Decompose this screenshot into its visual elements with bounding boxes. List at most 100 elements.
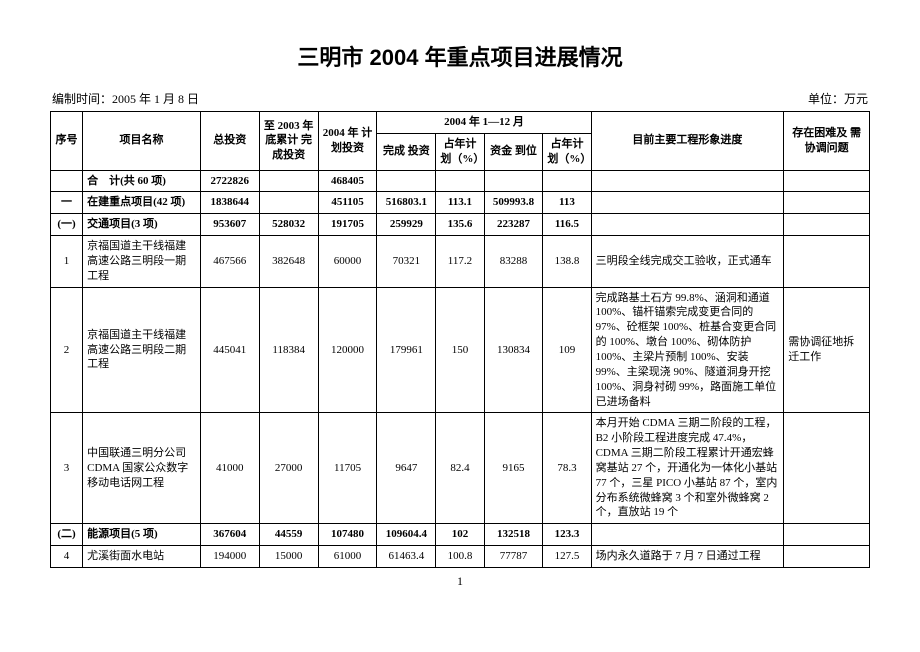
cell-done: 70321: [377, 236, 436, 288]
cell-fund: 223287: [484, 214, 543, 236]
cell-done: 109604.4: [377, 524, 436, 546]
project-table: 序号 项目名称 总投资 至 2003 年底累计 完成投资 2004 年 计划投资…: [50, 111, 870, 568]
compiled-date: 编制时间：2005 年 1 月 8 日: [52, 90, 199, 107]
cell-total: 194000: [200, 546, 259, 568]
cell-pct2: 109: [543, 287, 591, 413]
cell-cum: 528032: [259, 214, 318, 236]
cell-prog: 场内永久道路于 7 月 7 日通过工程: [591, 546, 784, 568]
cell-plan: 191705: [318, 214, 377, 236]
cell-pct1: 102: [436, 524, 484, 546]
cell-pct2: 127.5: [543, 546, 591, 568]
cell-pct1: 82.4: [436, 413, 484, 524]
cell-fund: 509993.8: [484, 192, 543, 214]
cell-seq: 4: [51, 546, 83, 568]
cell-total: 367604: [200, 524, 259, 546]
cell-seq: 2: [51, 287, 83, 413]
cell-cum: 118384: [259, 287, 318, 413]
cell-prog: [591, 214, 784, 236]
th-name: 项目名称: [83, 112, 201, 171]
cell-issue: [784, 524, 870, 546]
th-issue: 存在困难及 需协调问题: [784, 112, 870, 171]
cell-done: 516803.1: [377, 192, 436, 214]
cell-pct1: 117.2: [436, 236, 484, 288]
th-done: 完成 投资: [377, 133, 436, 170]
cell-pct1: [436, 170, 484, 192]
cell-seq: (一): [51, 214, 83, 236]
cell-plan: 451105: [318, 192, 377, 214]
cell-cum: [259, 170, 318, 192]
table-header: 序号 项目名称 总投资 至 2003 年底累计 完成投资 2004 年 计划投资…: [51, 112, 870, 171]
cell-name: 中国联通三明分公司 CDMA 国家公众数字移动电话网工程: [83, 413, 201, 524]
cell-fund: 130834: [484, 287, 543, 413]
cell-done: 9647: [377, 413, 436, 524]
cell-issue: [784, 214, 870, 236]
cell-name: 在建重点项目(42 项): [83, 192, 201, 214]
cell-seq: 1: [51, 236, 83, 288]
cell-prog: 本月开始 CDMA 三期二阶段的工程，B2 小阶段工程进度完成 47.4%，CD…: [591, 413, 784, 524]
table-row: (二)能源项目(5 项)36760444559107480109604.4102…: [51, 524, 870, 546]
cell-fund: 9165: [484, 413, 543, 524]
cell-done: [377, 170, 436, 192]
cell-done: 179961: [377, 287, 436, 413]
cell-plan: 61000: [318, 546, 377, 568]
cell-name: 交通项目(3 项): [83, 214, 201, 236]
cell-seq: (二): [51, 524, 83, 546]
cell-plan: 468405: [318, 170, 377, 192]
cell-prog: 三明段全线完成交工验收，正式通车: [591, 236, 784, 288]
cell-issue: [784, 413, 870, 524]
cell-total: 2722826: [200, 170, 259, 192]
cell-cum: [259, 192, 318, 214]
cell-plan: 120000: [318, 287, 377, 413]
table-row: 2京福国道主干线福建高速公路三明段二期工程4450411183841200001…: [51, 287, 870, 413]
cell-pct1: 113.1: [436, 192, 484, 214]
th-cum: 至 2003 年底累计 完成投资: [259, 112, 318, 171]
cell-total: 953607: [200, 214, 259, 236]
table-row: 4尤溪街面水电站194000150006100061463.4100.87778…: [51, 546, 870, 568]
cell-seq: 一: [51, 192, 83, 214]
cell-pct1: 135.6: [436, 214, 484, 236]
table-row: 合 计(共 60 项)2722826468405: [51, 170, 870, 192]
th-plan: 2004 年 计划投资: [318, 112, 377, 171]
cell-total: 445041: [200, 287, 259, 413]
th-total: 总投资: [200, 112, 259, 171]
cell-total: 467566: [200, 236, 259, 288]
cell-cum: 27000: [259, 413, 318, 524]
cell-total: 41000: [200, 413, 259, 524]
cell-issue: [784, 236, 870, 288]
table-row: 1京福国道主干线福建高速公路三明段一期工程4675663826486000070…: [51, 236, 870, 288]
cell-pct2: 116.5: [543, 214, 591, 236]
cell-seq: 3: [51, 413, 83, 524]
unit-label: 单位：万元: [808, 90, 868, 107]
cell-plan: 60000: [318, 236, 377, 288]
cell-prog: [591, 524, 784, 546]
table-row: (一)交通项目(3 项)953607528032191705259929135.…: [51, 214, 870, 236]
cell-pct2: 123.3: [543, 524, 591, 546]
cell-cum: 382648: [259, 236, 318, 288]
page-number: 1: [50, 574, 870, 589]
cell-done: 61463.4: [377, 546, 436, 568]
cell-prog: [591, 192, 784, 214]
table-row: 一在建重点项目(42 项)1838644 451105516803.1113.15…: [51, 192, 870, 214]
th-period: 2004 年 1—12 月: [377, 112, 591, 134]
meta-row: 编制时间：2005 年 1 月 8 日 单位：万元: [50, 90, 870, 107]
table-body: 合 计(共 60 项)2722826468405一在建重点项目(42 项)183…: [51, 170, 870, 567]
cell-name: 能源项目(5 项): [83, 524, 201, 546]
cell-plan: 11705: [318, 413, 377, 524]
cell-pct2: 113: [543, 192, 591, 214]
cell-fund: 83288: [484, 236, 543, 288]
cell-plan: 107480: [318, 524, 377, 546]
cell-total: 1838644: [200, 192, 259, 214]
th-pct2: 占年计 划（%）: [543, 133, 591, 170]
page-title: 三明市 2004 年重点项目进展情况: [50, 40, 870, 72]
cell-cum: 15000: [259, 546, 318, 568]
cell-issue: [784, 170, 870, 192]
th-seq: 序号: [51, 112, 83, 171]
cell-fund: 77787: [484, 546, 543, 568]
th-fund: 资金 到位: [484, 133, 543, 170]
cell-issue: [784, 546, 870, 568]
cell-pct2: 138.8: [543, 236, 591, 288]
cell-issue: 需协调征地拆迁工作: [784, 287, 870, 413]
cell-fund: [484, 170, 543, 192]
cell-pct2: 78.3: [543, 413, 591, 524]
cell-fund: 132518: [484, 524, 543, 546]
